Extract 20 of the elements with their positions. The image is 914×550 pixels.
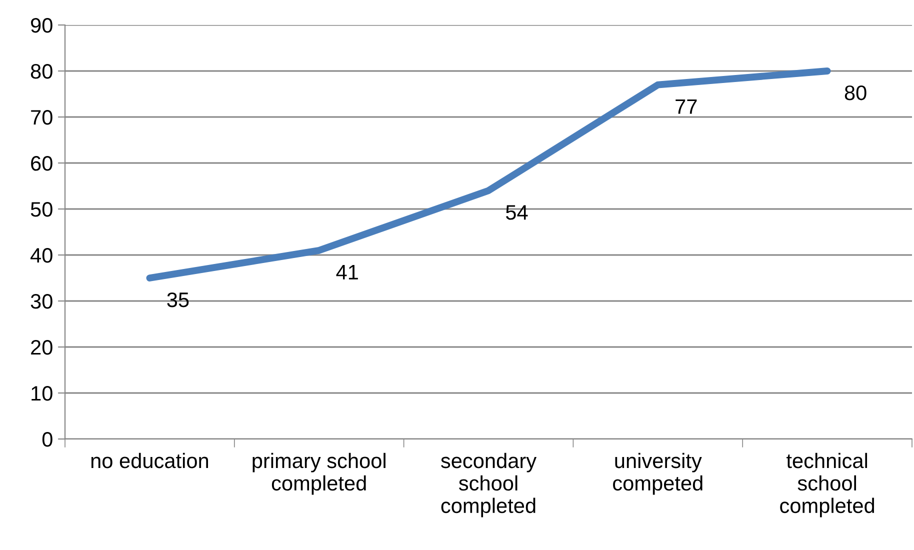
x-tick-label: university competed — [613, 452, 702, 495]
y-tick-label: 10 — [32, 386, 52, 401]
y-tick-label: 90 — [31, 18, 52, 33]
x-tick-label: secondary school completed — [441, 452, 537, 518]
data-label: 35 — [167, 292, 189, 308]
x-tick-label: no education — [91, 452, 208, 468]
y-tick-label: 80 — [30, 64, 52, 79]
x-tick-label: technical school completed — [780, 452, 874, 518]
y-tick-label: 0 — [42, 432, 52, 447]
data-label: 80 — [844, 85, 866, 100]
data-label: 77 — [676, 99, 697, 114]
data-label: 54 — [506, 205, 528, 220]
data-label: 41 — [336, 265, 358, 280]
x-tick-label: primary school completed — [252, 452, 386, 495]
y-tick-label: 60 — [31, 156, 52, 171]
y-tick-label: 50 — [30, 202, 52, 217]
y-tick-label: 30 — [30, 294, 52, 309]
y-tick-label: 40 — [30, 248, 52, 263]
y-tick-label: 70 — [31, 110, 52, 125]
y-tick-label: 20 — [31, 340, 52, 355]
